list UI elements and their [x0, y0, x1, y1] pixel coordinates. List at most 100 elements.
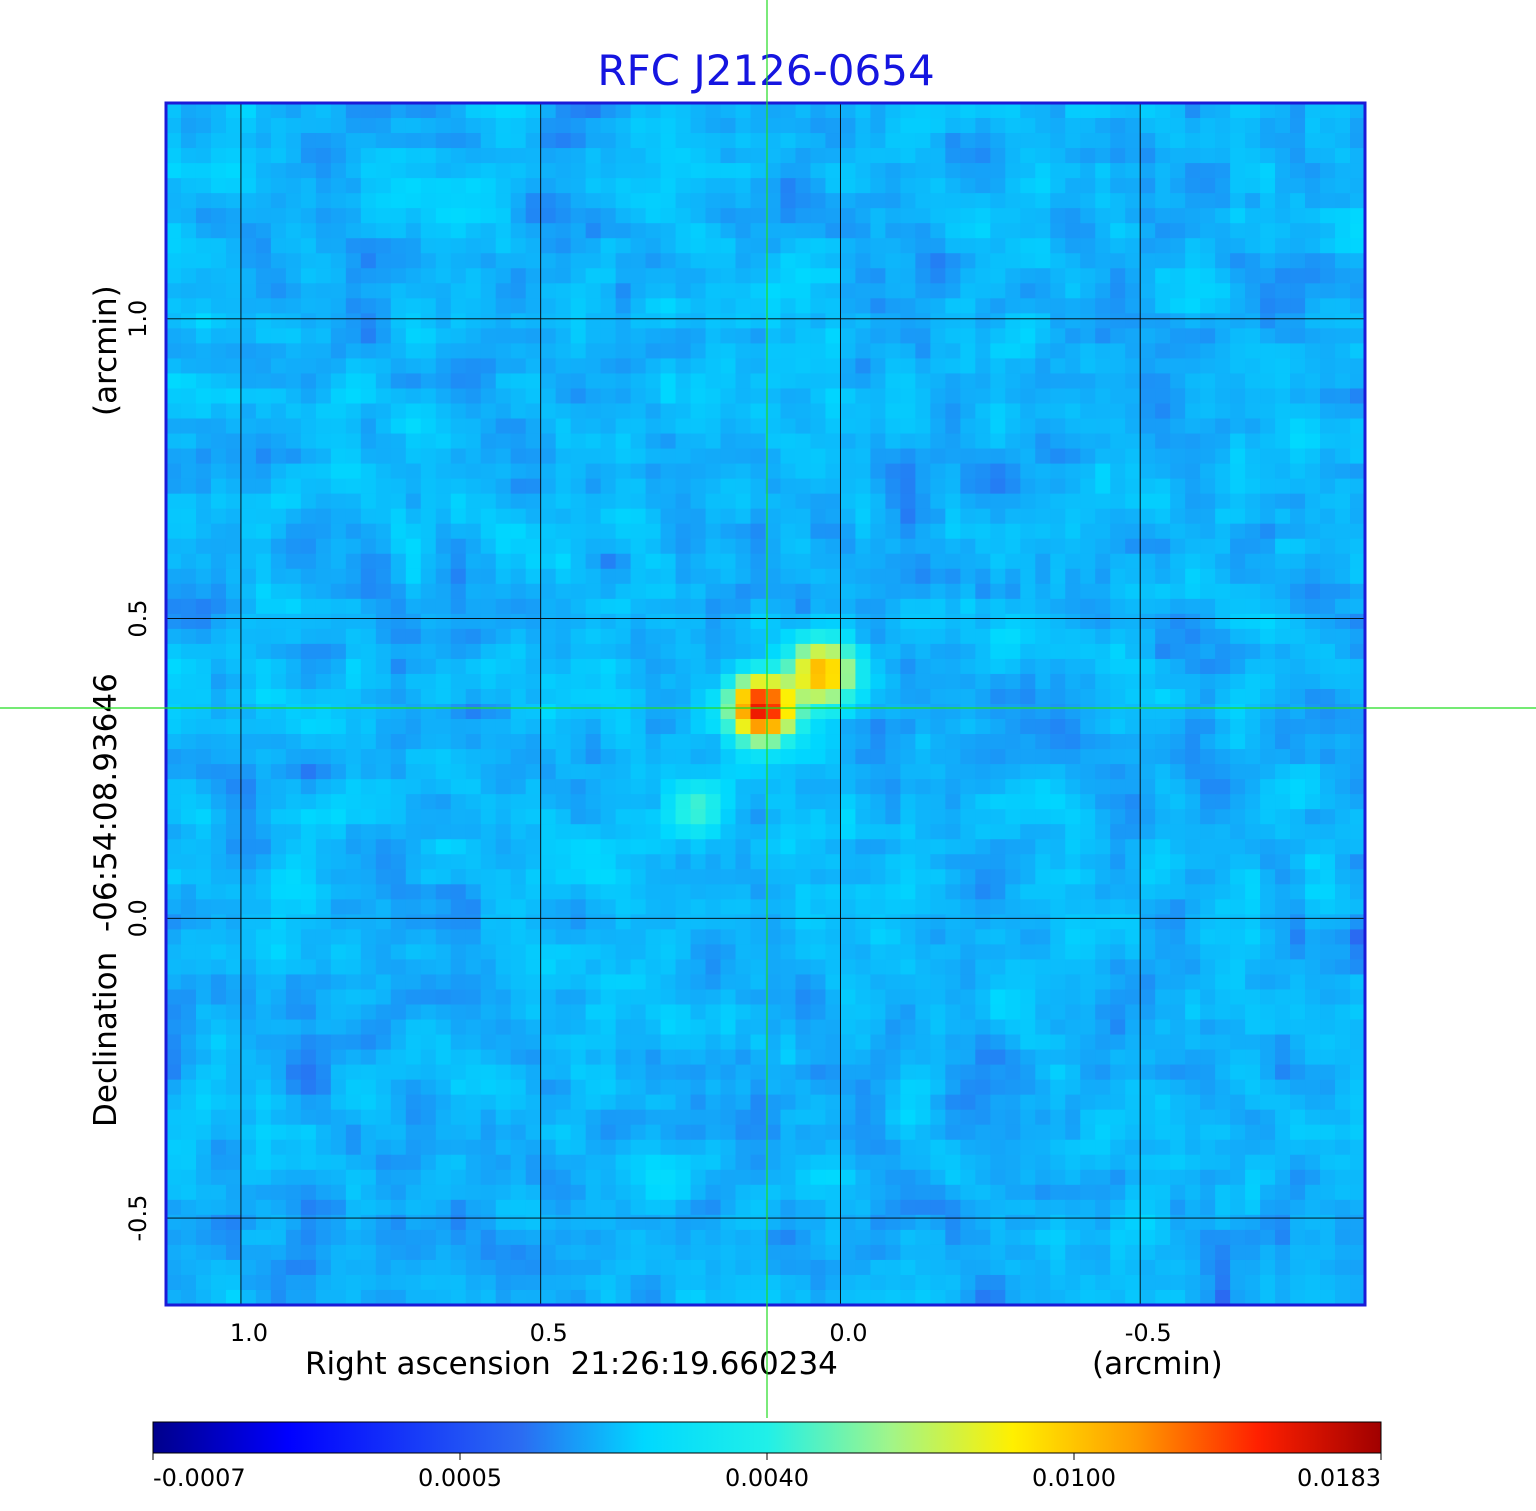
heatmap-pixel: [285, 148, 302, 164]
heatmap-pixel: [1230, 163, 1246, 179]
heatmap-pixel: [945, 658, 961, 675]
heatmap-pixel: [285, 103, 302, 119]
heatmap-pixel: [750, 508, 766, 525]
heatmap-pixel: [405, 403, 422, 419]
heatmap-pixel: [1290, 839, 1306, 855]
heatmap-pixel: [690, 283, 706, 299]
heatmap-pixel: [675, 1004, 691, 1020]
heatmap-pixel: [1215, 869, 1231, 885]
heatmap-pixel: [345, 959, 362, 975]
heatmap-pixel: [810, 538, 826, 555]
heatmap-pixel: [495, 719, 512, 735]
heatmap-pixel: [870, 824, 886, 840]
heatmap-pixel: [1080, 944, 1096, 960]
heatmap-pixel: [420, 583, 437, 600]
heatmap-pixel: [435, 989, 452, 1005]
heatmap-pixel: [855, 643, 871, 660]
heatmap-pixel: [1110, 373, 1126, 389]
heatmap-pixel: [780, 673, 796, 690]
heatmap-pixel: [270, 929, 287, 945]
heatmap-pixel: [810, 809, 826, 825]
heatmap-pixel: [495, 478, 512, 495]
heatmap-pixel: [1335, 133, 1351, 149]
heatmap-pixel: [630, 598, 646, 615]
heatmap-pixel: [915, 794, 931, 810]
heatmap-pixel: [690, 598, 706, 615]
heatmap-pixel: [1035, 538, 1051, 555]
heatmap-pixel: [1140, 1019, 1156, 1035]
heatmap-pixel: [1215, 493, 1231, 510]
heatmap-pixel: [795, 779, 811, 795]
heatmap-pixel: [1005, 358, 1021, 374]
heatmap-pixel: [1035, 208, 1051, 224]
heatmap-pixel: [315, 628, 332, 645]
heatmap-pixel: [525, 643, 542, 660]
heatmap-pixel: [360, 388, 377, 404]
heatmap-pixel: [1350, 508, 1365, 525]
heatmap-pixel: [720, 478, 736, 495]
heatmap-pixel: [780, 929, 796, 945]
heatmap-pixel: [1275, 178, 1291, 194]
heatmap-pixel: [930, 163, 946, 179]
heatmap-pixel: [180, 914, 197, 930]
heatmap-pixel: [510, 839, 527, 855]
heatmap-pixel: [765, 253, 781, 269]
heatmap-pixel: [1050, 238, 1066, 254]
heatmap-pixel: [390, 809, 407, 825]
heatmap-pixel: [795, 944, 811, 960]
heatmap-pixel: [1020, 658, 1036, 675]
heatmap-pixel: [930, 1019, 946, 1035]
heatmap-pixel: [1200, 719, 1216, 735]
heatmap-pixel: [420, 764, 437, 780]
heatmap-pixel: [1200, 163, 1216, 179]
heatmap-pixel: [390, 869, 407, 885]
heatmap-pixel: [225, 148, 242, 164]
heatmap-pixel: [885, 118, 901, 134]
heatmap-pixel: [735, 223, 751, 239]
heatmap-pixel: [825, 809, 841, 825]
heatmap-pixel: [1260, 989, 1276, 1005]
heatmap-pixel: [1065, 388, 1081, 404]
heatmap-pixel: [166, 1019, 182, 1035]
heatmap-pixel: [1185, 358, 1201, 374]
heatmap-pixel: [825, 373, 841, 389]
heatmap-pixel: [1260, 704, 1276, 720]
heatmap-pixel: [1290, 403, 1306, 419]
heatmap-pixel: [570, 989, 587, 1005]
heatmap-pixel: [330, 974, 347, 990]
heatmap-pixel: [210, 373, 227, 389]
heatmap-pixel: [1275, 283, 1291, 299]
heatmap-pixel: [1125, 704, 1141, 720]
heatmap-pixel: [195, 388, 212, 404]
heatmap-pixel: [720, 118, 736, 134]
heatmap-pixel: [945, 238, 961, 254]
heatmap-pixel: [1170, 223, 1186, 239]
heatmap-pixel: [1155, 538, 1171, 555]
heatmap-pixel: [705, 568, 721, 585]
heatmap-pixel: [1215, 583, 1231, 600]
heatmap-pixel: [1125, 568, 1141, 585]
heatmap-pixel: [300, 208, 317, 224]
heatmap-pixel: [1185, 899, 1201, 915]
heatmap-pixel: [630, 253, 646, 269]
heatmap-pixel: [1215, 1019, 1231, 1035]
heatmap-pixel: [960, 809, 976, 825]
heatmap-pixel: [825, 253, 841, 269]
heatmap-pixel: [1305, 478, 1321, 495]
heatmap-pixel: [360, 613, 377, 630]
heatmap-pixel: [705, 178, 721, 194]
heatmap-pixel: [750, 478, 766, 495]
heatmap-pixel: [630, 103, 646, 119]
heatmap-pixel: [1320, 553, 1336, 570]
heatmap-pixel: [1230, 103, 1246, 119]
heatmap-pixel: [375, 734, 392, 750]
heatmap-pixel: [1335, 208, 1351, 224]
heatmap-pixel: [1035, 673, 1051, 690]
heatmap-pixel: [1125, 238, 1141, 254]
heatmap-pixel: [390, 418, 407, 434]
heatmap-pixel: [300, 283, 317, 299]
heatmap-pixel: [585, 478, 602, 495]
heatmap-pixel: [1320, 223, 1336, 239]
heatmap-pixel: [375, 178, 392, 194]
heatmap-pixel: [960, 1004, 976, 1020]
